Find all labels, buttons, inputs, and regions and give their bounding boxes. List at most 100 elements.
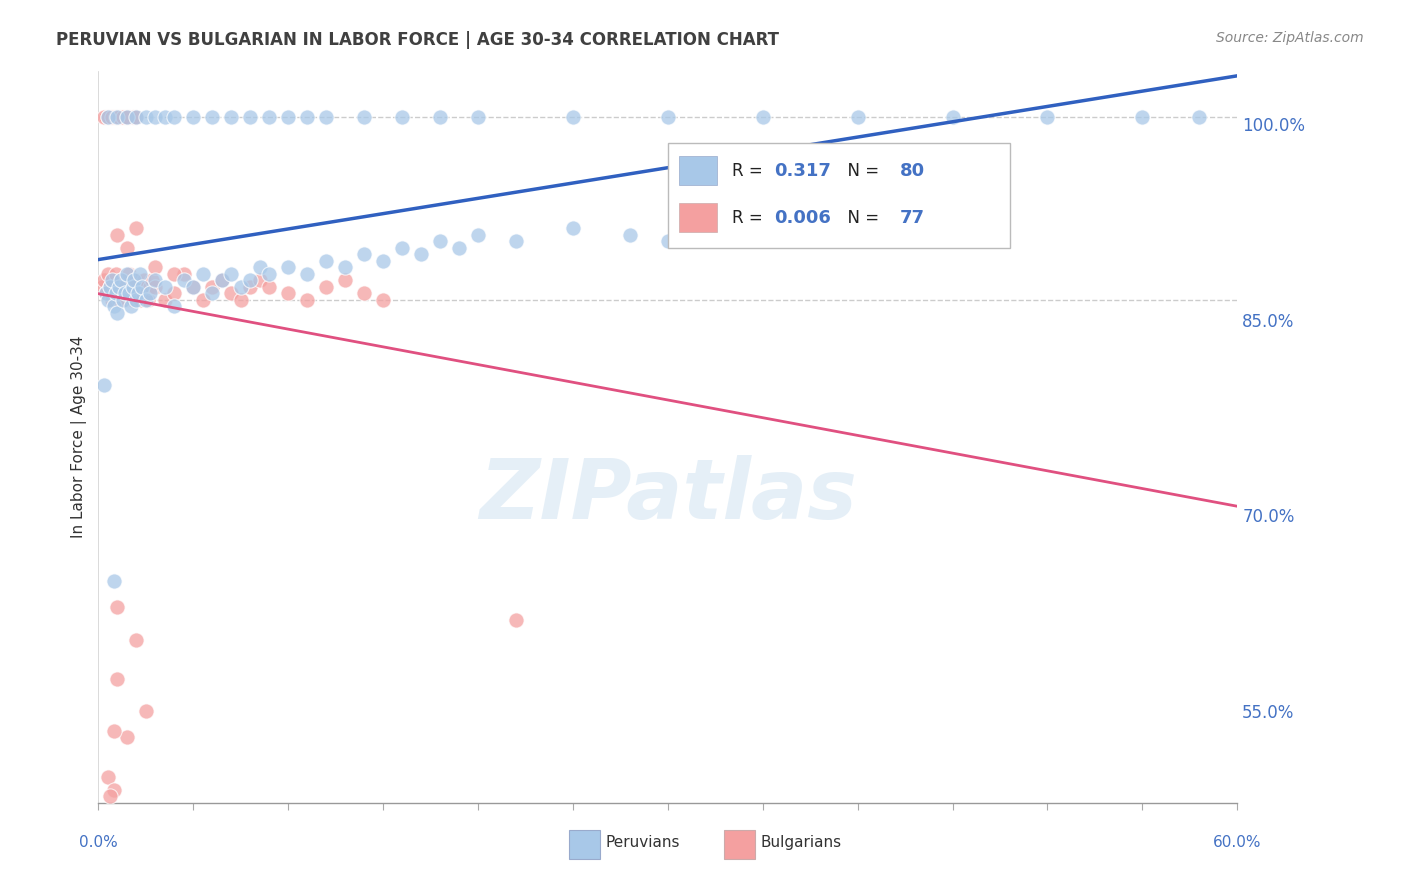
Point xyxy=(104,267,127,281)
Bar xyxy=(679,156,717,185)
Point xyxy=(120,286,142,301)
Point xyxy=(138,286,160,301)
Point xyxy=(153,110,176,124)
Point xyxy=(108,293,131,307)
Point xyxy=(315,110,337,124)
Point xyxy=(97,293,120,307)
Text: R =: R = xyxy=(733,161,769,179)
Text: Peruvians: Peruvians xyxy=(606,836,681,850)
Point xyxy=(127,286,149,301)
Text: N =: N = xyxy=(837,209,884,227)
Point xyxy=(211,273,233,287)
Point xyxy=(145,260,167,275)
Text: 0.006: 0.006 xyxy=(775,209,831,227)
Point xyxy=(125,110,148,124)
Point xyxy=(115,110,138,124)
Point xyxy=(131,280,153,294)
Point xyxy=(183,280,205,294)
Point xyxy=(127,286,149,301)
Point xyxy=(239,280,262,294)
Point xyxy=(107,286,129,301)
Point xyxy=(94,286,117,301)
Point xyxy=(103,300,125,314)
Point xyxy=(657,110,679,124)
Point xyxy=(112,293,135,307)
Point xyxy=(221,286,243,301)
Point xyxy=(353,286,375,301)
Point xyxy=(98,280,121,294)
Point xyxy=(108,110,131,124)
Text: PERUVIAN VS BULGARIAN IN LABOR FORCE | AGE 30-34 CORRELATION CHART: PERUVIAN VS BULGARIAN IN LABOR FORCE | A… xyxy=(56,31,779,49)
Point xyxy=(125,632,148,647)
Point xyxy=(353,247,375,261)
Point xyxy=(429,110,451,124)
Point xyxy=(97,770,120,784)
Point xyxy=(1036,110,1059,124)
Point xyxy=(447,241,470,255)
Point xyxy=(107,110,129,124)
Point xyxy=(131,280,153,294)
Point xyxy=(97,110,120,124)
Point xyxy=(239,273,262,287)
Point xyxy=(107,672,129,686)
Y-axis label: In Labor Force | Age 30-34: In Labor Force | Age 30-34 xyxy=(72,335,87,539)
Point xyxy=(135,286,157,301)
Point xyxy=(315,253,337,268)
Point xyxy=(108,280,131,294)
Point xyxy=(221,110,243,124)
Point xyxy=(103,574,125,588)
Text: R =: R = xyxy=(733,209,769,227)
Point xyxy=(107,110,129,124)
Point xyxy=(353,110,375,124)
Point xyxy=(163,300,186,314)
Text: ZIPatlas: ZIPatlas xyxy=(479,455,856,536)
Point xyxy=(124,273,146,287)
Point xyxy=(153,293,176,307)
Point xyxy=(297,267,319,281)
Point xyxy=(132,273,155,287)
Point xyxy=(846,110,869,124)
Point xyxy=(221,267,243,281)
Point xyxy=(201,280,224,294)
Point xyxy=(97,110,120,124)
Point xyxy=(103,110,125,124)
Point xyxy=(145,110,167,124)
Point xyxy=(110,273,132,287)
Point xyxy=(115,110,138,124)
Point xyxy=(98,110,121,124)
Point xyxy=(100,293,122,307)
Point xyxy=(120,300,142,314)
Point xyxy=(259,110,281,124)
Point xyxy=(505,234,527,248)
Point xyxy=(297,110,319,124)
Point xyxy=(135,110,157,124)
Point xyxy=(125,110,148,124)
Point xyxy=(121,110,143,124)
Point xyxy=(1188,110,1211,124)
Point xyxy=(229,293,252,307)
Text: 0.0%: 0.0% xyxy=(79,836,118,850)
Point xyxy=(110,273,132,287)
Point xyxy=(942,110,965,124)
Point xyxy=(163,267,186,281)
Point xyxy=(277,286,299,301)
Point xyxy=(173,267,195,281)
Point xyxy=(411,247,433,261)
Point xyxy=(138,280,160,294)
Point xyxy=(93,110,115,124)
Point xyxy=(277,260,299,275)
Point xyxy=(183,110,205,124)
Point xyxy=(129,293,152,307)
Point xyxy=(173,273,195,287)
Point xyxy=(562,110,585,124)
Point xyxy=(118,286,141,301)
Point xyxy=(141,273,163,287)
Bar xyxy=(679,203,717,232)
Point xyxy=(112,110,135,124)
Point xyxy=(619,227,641,242)
Point xyxy=(124,280,146,294)
Point xyxy=(103,723,125,738)
Point xyxy=(1132,110,1154,124)
Point xyxy=(145,280,167,294)
Point xyxy=(191,293,214,307)
